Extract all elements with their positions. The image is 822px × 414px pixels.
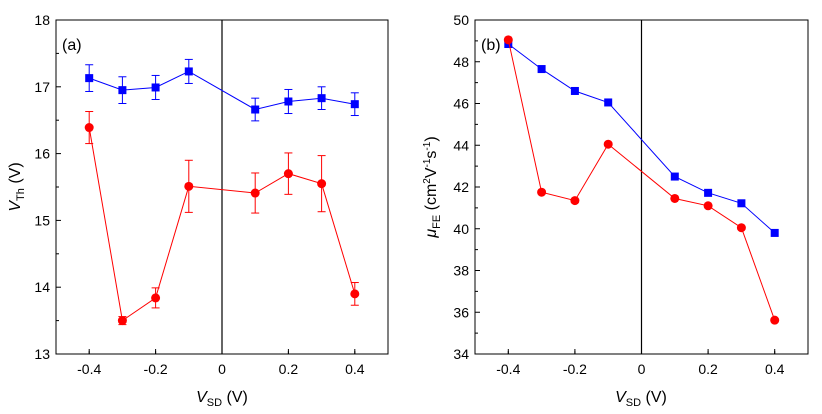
panel-b-red-circles-point — [670, 193, 680, 203]
panel-a-red-circles-line — [88, 127, 356, 322]
panel-a-y-tick-label: 15 — [34, 212, 50, 228]
panel-a-x-tick-label: -0.4 — [77, 361, 101, 377]
panel-b-red-circles-point — [537, 187, 547, 197]
panel-a-blue-squares-point — [350, 100, 359, 109]
panel-b-y-tick-label: 34 — [453, 346, 469, 362]
panel-a-blue-squares-point — [118, 86, 127, 95]
panel-b-blue-squares-line — [507, 43, 776, 234]
panel-b-y-tick-label: 42 — [453, 179, 469, 195]
panel-b-blue-squares-point — [604, 98, 613, 107]
panel-b-red-circles-line — [507, 39, 776, 321]
panel-a-red-circles-point — [317, 179, 327, 189]
panel-b-y-tick-label: 50 — [453, 12, 469, 28]
panel-a-y-tick-label: 18 — [34, 12, 50, 28]
panel-a-blue-squares-point — [151, 83, 160, 92]
panel-b-ticks: -0.4 -0.2 0 0.2 0.4 34 36 38 40 42 44 46 48 50 — [453, 12, 784, 377]
panel-b-y-tick-label: 40 — [453, 221, 469, 237]
panel-a-red-circles-point — [151, 293, 161, 303]
panel-a-x-tick-label: 0.2 — [279, 361, 299, 377]
panel-b-mobility-chart: -0.4 -0.2 0 0.2 0.4 34 36 38 40 42 44 46 48 50 (b) VS… — [422, 12, 809, 409]
panel-b-x-tick-label: 0 — [638, 361, 646, 377]
panel-b-red-circles-point — [770, 315, 780, 325]
panel-b-y-tick-label: 48 — [453, 54, 469, 70]
panel-b-y-tick-label: 46 — [453, 96, 469, 112]
panel-a-blue-squares-point — [184, 67, 193, 76]
panel-b-red-circles-point — [503, 35, 513, 45]
panel-a-blue-squares-point — [85, 74, 94, 83]
panel-b-red-circles-point — [703, 201, 713, 211]
panel-a-blue-squares-line — [89, 70, 355, 111]
panel-a-red-circles-point — [250, 188, 260, 198]
panel-a-red-circles-point — [283, 169, 293, 179]
panel-a-y-tick-label: 14 — [34, 279, 50, 295]
panel-b-y-axis-title: μFE (cm2V-1s-1) — [422, 136, 443, 238]
panel-a-blue-squares-point — [317, 94, 326, 103]
panel-a-y-tick-label: 16 — [34, 146, 50, 162]
panel-a-x-tick-label: 0.4 — [345, 361, 365, 377]
panel-b-x-tick-label: 0.2 — [698, 361, 718, 377]
panel-a-y-tick-label: 13 — [34, 346, 50, 362]
panel-b-y-tick-label: 36 — [453, 304, 469, 320]
panel-b-blue-squares-point — [570, 86, 579, 95]
panel-a-blue-squares-point — [251, 105, 260, 114]
panel-b-blue-squares-point — [770, 228, 779, 237]
panel-b-red-circles-point — [736, 223, 746, 233]
panel-b-series — [503, 20, 780, 354]
panel-a-label: (a) — [62, 37, 82, 54]
panel-b-x-tick-label: -0.2 — [563, 361, 587, 377]
panel-b-x-tick-label: -0.4 — [496, 361, 520, 377]
panel-b-blue-squares-point — [537, 65, 546, 74]
panel-b-blue-squares-point — [704, 188, 713, 197]
panel-a-y-tick-label: 17 — [34, 79, 50, 95]
panel-a-ticks: -0.4 -0.2 0 0.2 0.4 13 14 15 16 17 18 — [34, 12, 364, 377]
panel-b-red-circles-point — [570, 196, 580, 206]
panel-a-x-axis-title: VSD (V) — [196, 389, 248, 409]
panel-a-series — [84, 20, 360, 354]
panel-b-blue-squares-point — [670, 172, 679, 181]
panel-a-x-tick-label: -0.2 — [144, 361, 168, 377]
panel-a-red-circles-point — [84, 123, 94, 133]
panel-a-red-circles-point — [117, 316, 127, 326]
panel-b-x-tick-label: 0.4 — [765, 361, 785, 377]
panel-a-red-circles-point — [350, 289, 360, 299]
panel-b-blue-squares-point — [737, 199, 746, 208]
panel-b-y-tick-label: 44 — [453, 137, 469, 153]
panel-b-y-tick-label: 38 — [453, 263, 469, 279]
panel-a-x-tick-label: 0 — [218, 361, 226, 377]
panel-a-blue-squares-point — [284, 97, 293, 106]
panel-b-label: (b) — [481, 37, 501, 54]
panel-a-red-circles-point — [184, 181, 194, 191]
panel-b-red-circles-point — [603, 139, 613, 149]
panel-a-y-axis-title: VTh (V) — [7, 162, 27, 211]
panel-b-x-axis-title: VSD (V) — [615, 389, 667, 409]
